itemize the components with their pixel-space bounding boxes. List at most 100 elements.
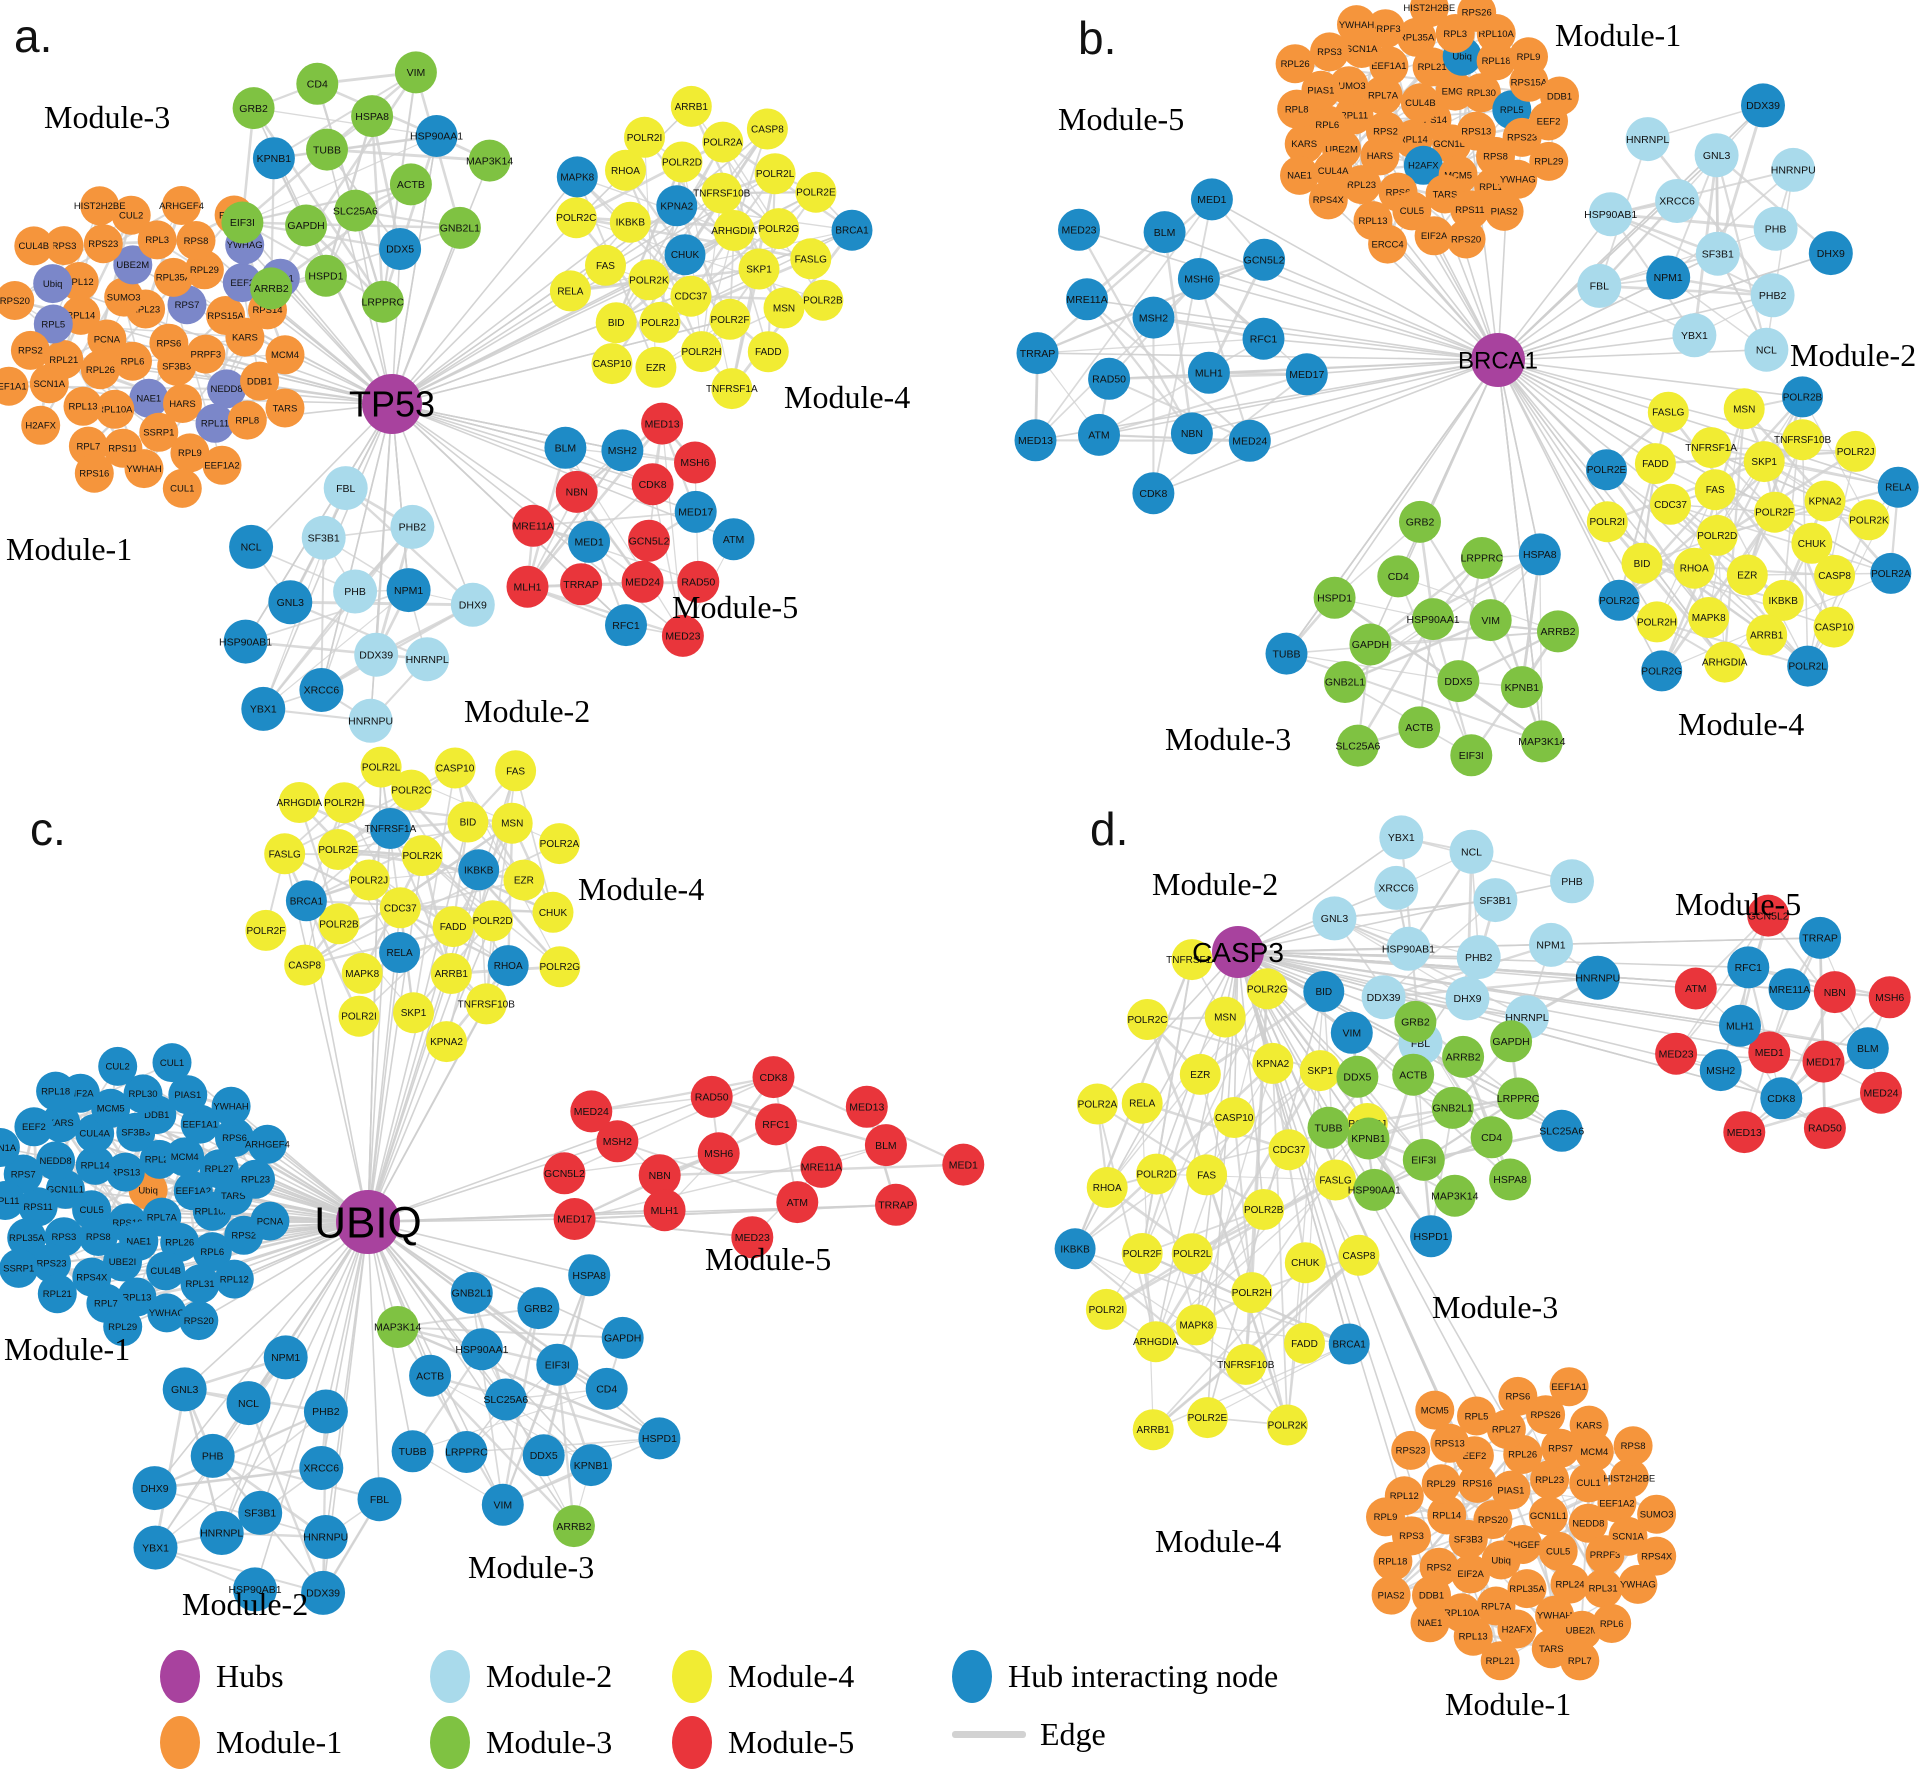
node-RPL31[interactable]: [180, 1264, 220, 1304]
node-DDB1[interactable]: [1412, 1575, 1451, 1615]
node-Ubiq[interactable]: [1481, 1540, 1521, 1580]
node-BID[interactable]: [447, 801, 489, 843]
node-PHB[interactable]: [333, 569, 378, 614]
node-CUL1[interactable]: [162, 468, 202, 508]
node-EIF2A[interactable]: [1414, 216, 1454, 256]
node-XRCC6[interactable]: [1655, 179, 1700, 223]
node-CDK8[interactable]: [1760, 1077, 1803, 1120]
node-RPL7A[interactable]: [1363, 75, 1403, 115]
node-SF3B1[interactable]: [1473, 878, 1518, 923]
node-FADD[interactable]: [1634, 443, 1676, 485]
node-PHB2[interactable]: [303, 1389, 348, 1434]
node-CUL1[interactable]: [152, 1043, 192, 1083]
node-POLR2G[interactable]: [1641, 650, 1683, 692]
node-EEF1A1[interactable]: [1549, 1367, 1589, 1407]
node-YWHAG[interactable]: [1498, 159, 1538, 199]
node-SF3B1[interactable]: [301, 515, 346, 560]
node-MSN[interactable]: [763, 287, 805, 329]
node-CASP8[interactable]: [1338, 1234, 1380, 1276]
node-FAS[interactable]: [495, 750, 537, 792]
node-HSP90AB1[interactable]: [1386, 926, 1431, 971]
node-POLR2E[interactable]: [317, 829, 359, 870]
node-NCL[interactable]: [1449, 829, 1494, 874]
node-MED1[interactable]: [568, 520, 611, 563]
node-HSP90AB1[interactable]: [1588, 192, 1633, 237]
node-RPS20[interactable]: [0, 281, 35, 320]
node-ATM[interactable]: [776, 1181, 819, 1224]
node-CHUK[interactable]: [532, 891, 574, 933]
node-HARS[interactable]: [1360, 136, 1400, 176]
node-GRB2[interactable]: [232, 87, 275, 130]
node-MSH6[interactable]: [697, 1132, 740, 1175]
node-ARHGEF4[interactable]: [162, 186, 201, 225]
node-KARS[interactable]: [1569, 1405, 1609, 1445]
node-KARS[interactable]: [1284, 124, 1324, 164]
node-POLR2J[interactable]: [639, 301, 681, 343]
node-MCM5[interactable]: [1415, 1390, 1455, 1430]
node-ARHGEF4[interactable]: [247, 1124, 287, 1164]
node-MAPK8[interactable]: [556, 156, 598, 198]
node-MSH2[interactable]: [596, 1120, 639, 1163]
node-MLH1[interactable]: [1719, 1004, 1761, 1047]
node-PHB[interactable]: [1753, 206, 1798, 251]
node-EZR[interactable]: [503, 859, 545, 901]
node-RPL23[interactable]: [1530, 1460, 1570, 1500]
node-HNRNPU[interactable]: [1575, 955, 1620, 1000]
node-HSPD1[interactable]: [638, 1417, 681, 1460]
node-MSN[interactable]: [1204, 996, 1246, 1038]
node-POLR2L[interactable]: [754, 153, 796, 195]
node-RFC1[interactable]: [755, 1103, 797, 1146]
node-RPL30[interactable]: [123, 1074, 163, 1114]
node-NBN[interactable]: [1170, 412, 1213, 455]
node-MSN[interactable]: [1723, 388, 1765, 430]
node-CASP10[interactable]: [591, 343, 633, 385]
node-RFC1[interactable]: [605, 604, 647, 647]
node-ACTB[interactable]: [389, 163, 432, 206]
node-RPL29[interactable]: [184, 250, 224, 290]
node-POLR2J[interactable]: [348, 859, 390, 901]
node-RPS4X[interactable]: [1637, 1536, 1677, 1576]
node-RPL9[interactable]: [1509, 37, 1548, 77]
node-TUBB[interactable]: [306, 128, 348, 171]
node-RPS20[interactable]: [1446, 219, 1486, 259]
node-DDX5[interactable]: [1437, 660, 1480, 703]
node-TNFRSF10B[interactable]: [465, 983, 507, 1025]
node-BRCA1[interactable]: [1328, 1323, 1370, 1365]
node-RAD50[interactable]: [1803, 1107, 1846, 1149]
node-SLC25A6[interactable]: [1540, 1109, 1583, 1152]
node-RPL8[interactable]: [1277, 89, 1317, 129]
node-MSH2[interactable]: [601, 429, 644, 472]
node-HSP90AA1[interactable]: [460, 1328, 503, 1371]
node-HNRNPU[interactable]: [303, 1515, 348, 1559]
node-BRCA1[interactable]: [285, 880, 327, 922]
node-DDX39[interactable]: [1361, 975, 1406, 1020]
node-HSPA8[interactable]: [1489, 1158, 1532, 1201]
node-DDX39[interactable]: [354, 632, 399, 677]
node-DHX9[interactable]: [1445, 976, 1490, 1021]
node-KPNB1[interactable]: [1347, 1117, 1390, 1160]
node-MED17[interactable]: [1285, 353, 1328, 396]
node-MRE11A[interactable]: [1066, 278, 1108, 321]
node-ARHGDIA[interactable]: [278, 782, 320, 823]
node-PIAS2[interactable]: [1484, 191, 1524, 231]
node-RPS11[interactable]: [1450, 190, 1490, 230]
node-MAP3K14[interactable]: [1433, 1174, 1476, 1217]
node-RPS6[interactable]: [1498, 1376, 1538, 1416]
node-RPL8[interactable]: [227, 400, 267, 440]
node-NAE1[interactable]: [129, 378, 169, 418]
node-POLR2J[interactable]: [1835, 430, 1877, 472]
node-PHB[interactable]: [190, 1433, 235, 1478]
node-PIAS1[interactable]: [1491, 1470, 1531, 1510]
node-PHB2[interactable]: [1456, 935, 1501, 980]
node-DDX39[interactable]: [1741, 83, 1785, 128]
node-GAPDH[interactable]: [601, 1316, 644, 1359]
node-POLR2H[interactable]: [681, 331, 722, 373]
node-CUL4A[interactable]: [1313, 151, 1353, 190]
node-RPL35A[interactable]: [1507, 1569, 1547, 1609]
node-POLR2E[interactable]: [1186, 1397, 1228, 1439]
node-GNL3[interactable]: [162, 1367, 207, 1412]
node-FAS[interactable]: [585, 244, 626, 286]
node-RPS8[interactable]: [78, 1217, 118, 1256]
node-POLR2K[interactable]: [1848, 499, 1890, 541]
node-CUL4B[interactable]: [14, 226, 54, 266]
